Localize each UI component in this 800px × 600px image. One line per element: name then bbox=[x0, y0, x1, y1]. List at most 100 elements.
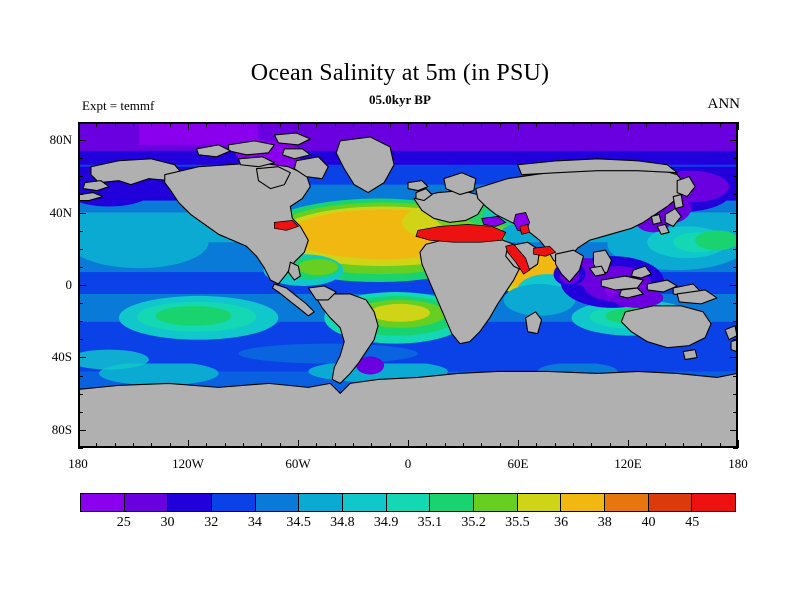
y-tick-right bbox=[733, 267, 738, 268]
y-tick-right bbox=[730, 140, 738, 141]
colorbar-tick-label: 34.5 bbox=[286, 515, 311, 530]
x-tick-top bbox=[96, 122, 97, 127]
x-tick-top bbox=[243, 122, 244, 127]
x-tick bbox=[298, 440, 299, 448]
colorbar-band bbox=[254, 494, 299, 511]
x-tick-top bbox=[426, 122, 427, 127]
x-tick bbox=[573, 443, 574, 448]
colorbar-band bbox=[429, 494, 474, 511]
colorbar-band bbox=[473, 494, 517, 511]
colorbar-tick-label: 35.1 bbox=[417, 515, 443, 530]
colorbar-tick-label: 34.9 bbox=[373, 515, 399, 530]
x-tick-top bbox=[280, 122, 281, 127]
x-tick bbox=[701, 443, 702, 448]
x-tick bbox=[133, 443, 134, 448]
x-tick bbox=[151, 443, 152, 448]
x-tick bbox=[518, 440, 519, 448]
x-tick bbox=[206, 443, 207, 448]
x-tick-top bbox=[78, 122, 79, 130]
x-tick bbox=[170, 443, 171, 448]
y-tick-right bbox=[730, 430, 738, 431]
y-tick bbox=[78, 176, 83, 177]
colorbar-band bbox=[81, 494, 124, 511]
y-tick bbox=[78, 321, 83, 322]
y-tick-right bbox=[733, 158, 738, 159]
y-tick bbox=[78, 267, 83, 268]
y-tick bbox=[78, 158, 83, 159]
x-tick bbox=[628, 440, 629, 448]
x-tick bbox=[591, 443, 592, 448]
x-tick-top bbox=[115, 122, 116, 127]
x-tick bbox=[536, 443, 537, 448]
y-tick bbox=[78, 448, 83, 449]
x-tick-top bbox=[610, 122, 611, 127]
y-tick-right bbox=[733, 376, 738, 377]
x-tick bbox=[96, 443, 97, 448]
x-tick-top bbox=[738, 122, 739, 130]
x-tick-top bbox=[335, 122, 336, 127]
figure-subtitle: 05.0kyr BP bbox=[369, 92, 431, 107]
y-tick-right bbox=[730, 285, 738, 286]
x-tick bbox=[683, 443, 684, 448]
colorbar-tick-label: 36 bbox=[554, 515, 569, 530]
y-axis-label: 0 bbox=[65, 277, 73, 292]
x-tick-top bbox=[591, 122, 592, 127]
y-tick bbox=[78, 249, 83, 250]
x-tick-top bbox=[298, 122, 299, 130]
x-tick bbox=[243, 443, 244, 448]
colorbar-band bbox=[342, 494, 386, 511]
y-tick bbox=[78, 140, 86, 141]
colorbar-tick-label: 34 bbox=[247, 515, 262, 530]
y-tick-right bbox=[733, 194, 738, 195]
y-tick bbox=[78, 394, 83, 395]
x-tick-top bbox=[573, 122, 574, 127]
x-axis-label: 180 bbox=[68, 456, 88, 471]
x-tick-top bbox=[445, 122, 446, 127]
x-tick-top bbox=[720, 122, 721, 127]
y-tick-right bbox=[733, 448, 738, 449]
x-tick-top bbox=[261, 122, 262, 127]
colorbar-tick-label: 40 bbox=[641, 515, 656, 530]
x-tick-top bbox=[646, 122, 647, 127]
x-axis-label: 0 bbox=[404, 456, 412, 471]
y-tick-right bbox=[733, 303, 738, 304]
colorbar-band bbox=[298, 494, 343, 511]
x-axis-label: 60E bbox=[507, 456, 529, 471]
x-tick-top bbox=[316, 122, 317, 127]
x-tick-top bbox=[371, 122, 372, 127]
y-tick bbox=[78, 213, 86, 214]
x-tick-top bbox=[701, 122, 702, 127]
salinity-heatmap bbox=[79, 123, 737, 447]
colorbar-tick-label: 35.2 bbox=[461, 515, 486, 530]
y-axis-label: 40N bbox=[49, 204, 72, 220]
colorbar-band bbox=[211, 494, 255, 511]
x-tick-top bbox=[151, 122, 152, 127]
x-tick-top bbox=[555, 122, 556, 127]
x-tick bbox=[610, 443, 611, 448]
colorbar-band bbox=[604, 494, 648, 511]
x-tick-top bbox=[628, 122, 629, 130]
x-tick-top bbox=[536, 122, 537, 127]
x-tick bbox=[463, 443, 464, 448]
y-tick-right bbox=[730, 213, 738, 214]
y-tick-right bbox=[733, 249, 738, 250]
x-tick bbox=[720, 443, 721, 448]
x-tick bbox=[115, 443, 116, 448]
colorbar-band bbox=[385, 494, 430, 511]
colorbar-tick-label: 30 bbox=[160, 515, 175, 530]
colorbar-tick-label: 34.8 bbox=[330, 515, 355, 530]
y-tick bbox=[78, 194, 83, 195]
x-tick bbox=[371, 443, 372, 448]
y-axis-label: 80N bbox=[49, 132, 72, 148]
colorbar-tick-label: 32 bbox=[204, 515, 219, 530]
x-tick bbox=[188, 440, 189, 448]
x-tick bbox=[500, 443, 501, 448]
y-tick-right bbox=[733, 122, 738, 123]
colorbar-tick-label: 25 bbox=[116, 515, 131, 530]
x-tick bbox=[738, 440, 739, 448]
y-tick bbox=[78, 303, 83, 304]
colorbar-tick-label: 45 bbox=[685, 515, 700, 530]
page-title: Ocean Salinity at 5m (in PSU) bbox=[250, 60, 550, 86]
colorbar bbox=[80, 493, 736, 512]
